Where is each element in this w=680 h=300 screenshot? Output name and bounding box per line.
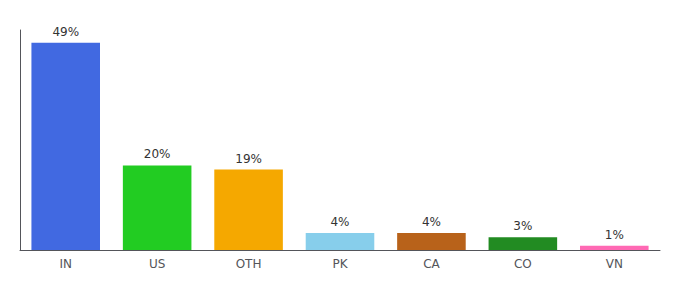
svg-text:IN: IN: [59, 257, 72, 271]
svg-text:49%: 49%: [52, 25, 79, 39]
svg-text:CA: CA: [423, 257, 440, 271]
svg-text:1%: 1%: [605, 228, 624, 242]
svg-text:US: US: [149, 257, 165, 271]
svg-text:19%: 19%: [235, 152, 262, 166]
svg-text:VN: VN: [606, 257, 623, 271]
svg-text:OTH: OTH: [236, 257, 262, 271]
svg-text:CO: CO: [514, 257, 532, 271]
svg-text:3%: 3%: [513, 219, 532, 233]
svg-text:PK: PK: [332, 257, 348, 271]
svg-text:20%: 20%: [144, 147, 171, 161]
svg-text:4%: 4%: [330, 215, 349, 229]
svg-text:4%: 4%: [422, 215, 441, 229]
